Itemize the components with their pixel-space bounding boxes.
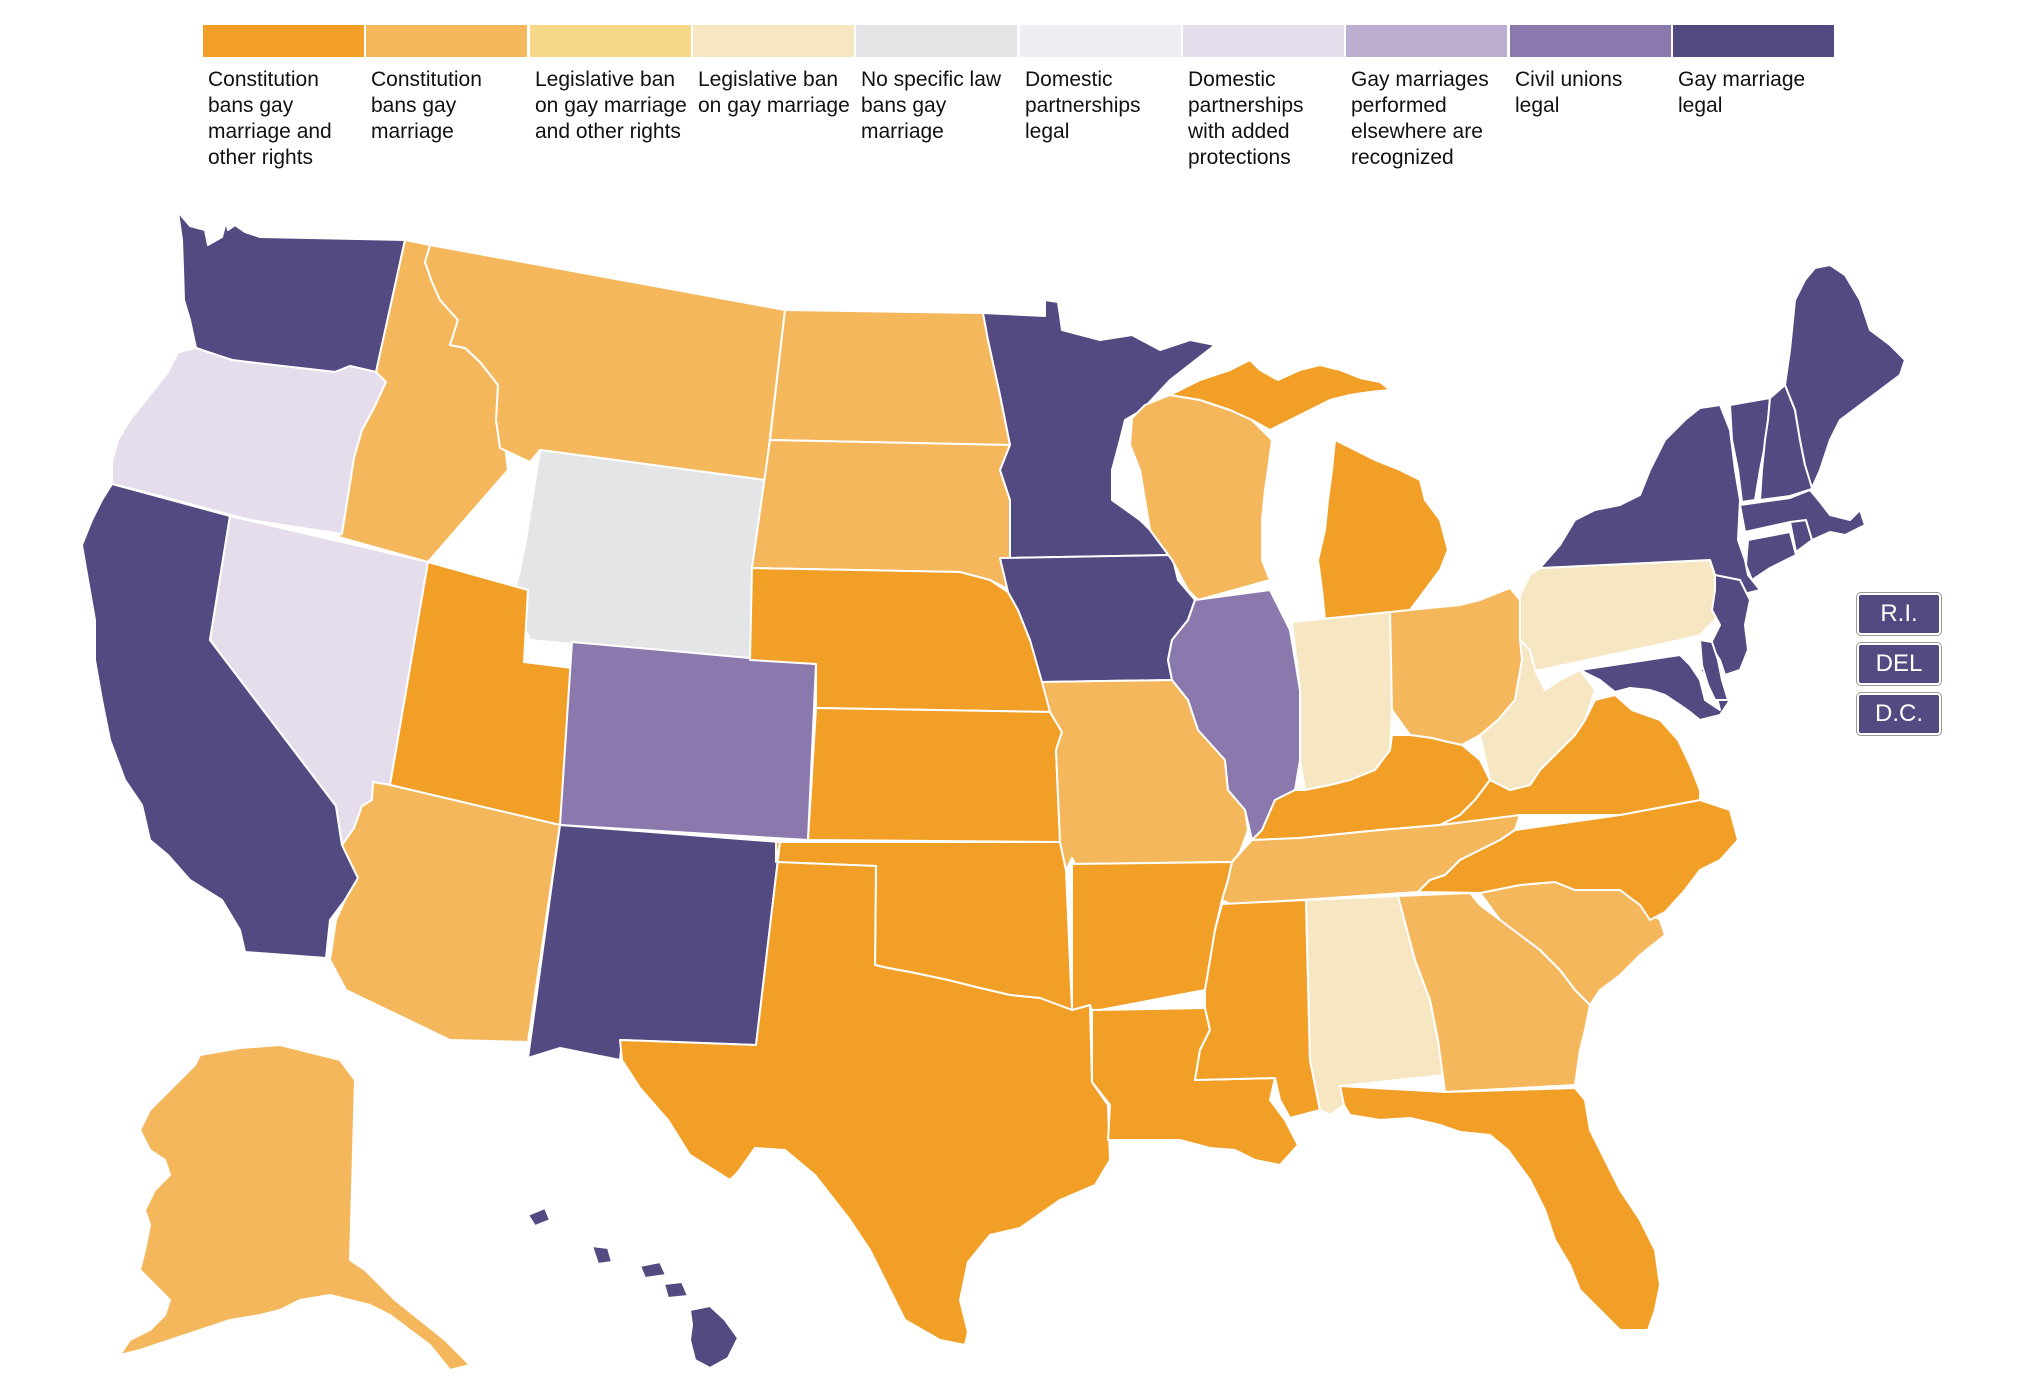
state-maryland[interactable] bbox=[1579, 654, 1731, 721]
state-florida[interactable] bbox=[1339, 1085, 1661, 1331]
legend-label: Legislative ban on gay marriage and othe… bbox=[535, 68, 687, 143]
legend: Constitution bans gay marriage and other… bbox=[203, 25, 1839, 185]
state-maine[interactable] bbox=[1784, 264, 1906, 489]
legend-label: Civil unions legal bbox=[1515, 68, 1623, 117]
legend-label: Gay marriages performed elsewhere are re… bbox=[1351, 68, 1489, 169]
small-state-button[interactable]: D.C. bbox=[1857, 693, 1941, 735]
legend-swatch bbox=[1510, 25, 1671, 57]
legend-swatch bbox=[1673, 25, 1834, 57]
state-kansas[interactable] bbox=[807, 707, 1063, 843]
legend-swatch bbox=[530, 25, 691, 57]
state-massachusetts[interactable] bbox=[1739, 489, 1866, 541]
state-minnesota[interactable] bbox=[982, 299, 1216, 559]
legend-item: Legislative ban on gay marriage bbox=[693, 25, 854, 119]
legend-swatch bbox=[856, 25, 1017, 57]
state-new-mexico[interactable] bbox=[527, 824, 781, 1061]
state-washington[interactable] bbox=[177, 211, 406, 373]
legend-swatch bbox=[1183, 25, 1344, 57]
legend-item: Constitution bans gay marriage and other… bbox=[203, 25, 364, 171]
state-wyoming[interactable] bbox=[511, 449, 766, 661]
legend-label: Domestic partnerships with added protect… bbox=[1188, 68, 1304, 169]
legend-label: Constitution bans gay marriage and other… bbox=[208, 68, 332, 169]
state-south-dakota[interactable] bbox=[751, 439, 1011, 591]
state-north-dakota[interactable] bbox=[769, 309, 1011, 446]
state-pennsylvania[interactable] bbox=[1519, 559, 1726, 671]
state-delaware[interactable] bbox=[1699, 639, 1729, 701]
legend-label: Legislative ban on gay marriage bbox=[698, 68, 850, 117]
state-arizona[interactable] bbox=[329, 781, 561, 1043]
state-michigan[interactable] bbox=[1169, 359, 1449, 621]
state-north-carolina[interactable] bbox=[1417, 799, 1739, 921]
state-hawaii[interactable] bbox=[527, 1207, 739, 1369]
legend-item: Gay marriages performed elsewhere are re… bbox=[1346, 25, 1507, 171]
state-indiana[interactable] bbox=[1291, 611, 1393, 791]
state-connecticut[interactable] bbox=[1745, 531, 1797, 581]
legend-item: Constitution bans gay marriage bbox=[366, 25, 527, 145]
legend-item: Domestic partnerships with added protect… bbox=[1183, 25, 1344, 171]
state-colorado[interactable] bbox=[559, 641, 817, 841]
legend-swatch bbox=[1346, 25, 1507, 57]
states-layer bbox=[81, 211, 1906, 1371]
small-state-button[interactable]: R.I. bbox=[1857, 593, 1941, 635]
legend-item: No specific law bans gay marriage bbox=[856, 25, 1017, 145]
legend-swatch bbox=[1020, 25, 1181, 57]
state-alaska[interactable] bbox=[119, 1044, 471, 1371]
legend-item: Domestic partnerships legal bbox=[1020, 25, 1181, 145]
small-state-button[interactable]: DEL bbox=[1857, 643, 1941, 685]
legend-swatch bbox=[366, 25, 527, 57]
legend-swatch bbox=[693, 25, 854, 57]
legend-item: Legislative ban on gay marriage and othe… bbox=[530, 25, 691, 145]
legend-label: Gay marriage legal bbox=[1678, 68, 1806, 117]
legend-label: Constitution bans gay marriage bbox=[371, 68, 482, 143]
legend-label: Domestic partnerships legal bbox=[1025, 68, 1141, 143]
legend-item: Gay marriage legal bbox=[1673, 25, 1834, 119]
state-new-jersey[interactable] bbox=[1709, 574, 1751, 676]
legend-item: Civil unions legal bbox=[1510, 25, 1671, 119]
legend-swatch bbox=[203, 25, 364, 57]
state-texas[interactable] bbox=[619, 841, 1111, 1346]
legend-label: No specific law bans gay marriage bbox=[861, 68, 1002, 143]
